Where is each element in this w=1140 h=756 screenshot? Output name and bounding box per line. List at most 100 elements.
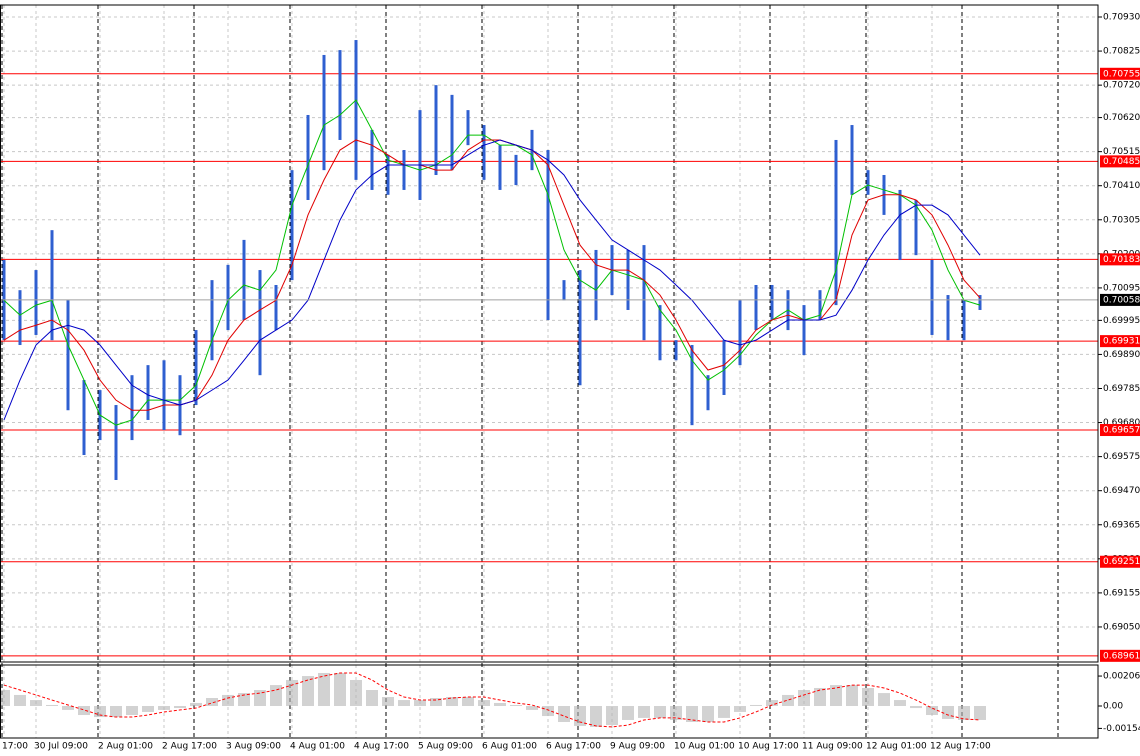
histogram-bar — [926, 706, 938, 716]
histogram-bar — [158, 706, 170, 710]
price-bar — [34, 270, 38, 335]
level-label-box — [1100, 67, 1140, 80]
histogram-bar — [110, 706, 122, 718]
price-bar — [690, 345, 694, 426]
price-bar — [514, 154, 518, 186]
histogram-bar — [814, 687, 826, 707]
price-bar — [322, 54, 326, 171]
price-bar — [354, 40, 358, 180]
x-tick-label: 5 Aug 09:00 — [418, 742, 473, 752]
histogram-bar — [14, 694, 26, 707]
y-tick-label: 0.69995 — [1103, 316, 1140, 326]
level-label: 0.69657 — [1103, 426, 1140, 436]
histogram-bar — [542, 706, 554, 717]
histogram-bar — [878, 693, 890, 707]
histogram-bar — [126, 706, 138, 716]
price-bar — [114, 405, 118, 480]
histogram-bar — [734, 706, 746, 712]
price-bar — [450, 94, 454, 171]
histogram-bar — [414, 700, 426, 707]
price-bar — [738, 300, 742, 366]
histogram-bar — [798, 690, 810, 707]
histogram-bar — [670, 706, 682, 720]
x-tick-label: 2 Aug 17:00 — [162, 742, 217, 752]
x-tick-label: 6 Aug 01:00 — [482, 742, 537, 752]
x-tick-label: 12 Aug 01:00 — [866, 742, 927, 752]
histogram-bar — [142, 706, 154, 712]
histogram-bar — [350, 679, 362, 707]
price-bar — [146, 365, 150, 420]
x-tick-label: 17:00 — [2, 742, 28, 752]
level-label: 0.70485 — [1103, 157, 1140, 167]
histogram-bar — [974, 706, 986, 720]
price-bar — [754, 284, 758, 331]
price-bar — [946, 295, 950, 341]
price-bar — [914, 199, 918, 256]
price-bar — [898, 189, 902, 261]
histogram-bar — [910, 706, 922, 709]
histogram-bar — [62, 706, 74, 710]
price-bar — [578, 270, 582, 386]
level-label: 0.69251 — [1103, 557, 1140, 567]
price-bar — [626, 249, 630, 310]
price-bar — [434, 85, 438, 176]
y-tick-label: 0.70720 — [1103, 81, 1140, 91]
price-bar — [210, 280, 214, 361]
y-tick-label: 0.70930 — [1103, 13, 1140, 23]
histogram-bar — [654, 706, 666, 718]
level-label-box — [1100, 649, 1140, 662]
level-label-box — [1100, 555, 1140, 568]
level-label: 0.69931 — [1103, 337, 1140, 347]
signal-line — [3, 672, 981, 728]
histogram-bar — [30, 700, 42, 707]
price-bar — [66, 300, 70, 411]
histogram-bar — [718, 706, 730, 718]
y-tick-label: 0.69680 — [1103, 418, 1140, 428]
histogram-bar — [46, 704, 58, 707]
histogram-bar — [302, 676, 314, 707]
level-label: 0.70183 — [1103, 255, 1140, 265]
histogram-bar — [606, 706, 618, 726]
histogram-bar — [430, 698, 442, 707]
price-bar — [82, 380, 86, 456]
plot-border — [0, 4, 1099, 663]
level-label: 0.70755 — [1103, 69, 1140, 79]
histogram-bar — [254, 690, 266, 707]
histogram-bar — [830, 685, 842, 707]
price-bar — [386, 154, 390, 195]
histogram-bar — [526, 706, 538, 710]
y-tick-label: 0.70515 — [1103, 147, 1140, 157]
histogram-bar — [782, 694, 794, 707]
y-tick-label: 0.69785 — [1103, 384, 1140, 394]
price-bar — [978, 295, 982, 310]
price-bar — [930, 260, 934, 335]
price-bar — [498, 145, 502, 190]
y-tick-label: 0.69155 — [1103, 588, 1140, 598]
x-tick-label: 9 Aug 09:00 — [610, 742, 665, 752]
histogram-bar — [510, 704, 522, 707]
x-tick-label: 11 Aug 09:00 — [802, 742, 863, 752]
last-price-label: 0.70058 — [1103, 295, 1140, 305]
level-label-box — [1100, 155, 1140, 168]
price-bar — [658, 305, 662, 361]
x-tick-label: 12 Aug 17:00 — [930, 742, 991, 752]
histogram-bar — [206, 698, 218, 707]
histogram-bar — [446, 696, 458, 707]
x-tick-label: 2 Aug 01:00 — [98, 742, 153, 752]
histogram-bar — [334, 672, 346, 707]
price-bar — [466, 110, 470, 146]
price-bar — [418, 110, 422, 200]
histogram-bar — [766, 700, 778, 707]
histogram-bar — [270, 685, 282, 707]
price-bar — [866, 170, 870, 195]
y-tick-label: 0.70410 — [1103, 181, 1140, 191]
price-bar — [290, 170, 294, 281]
histogram-bar — [318, 672, 330, 707]
price-bar — [258, 270, 262, 376]
x-tick-label: 30 Jul 09:00 — [34, 742, 88, 752]
price-bar — [194, 330, 198, 406]
histogram-bar — [174, 706, 186, 709]
histogram-bar — [558, 706, 570, 723]
